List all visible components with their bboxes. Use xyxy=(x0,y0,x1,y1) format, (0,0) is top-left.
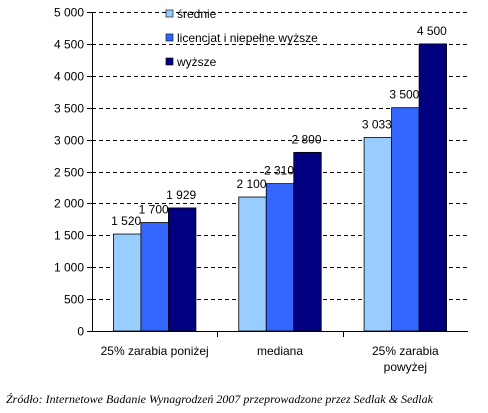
data-label: 2 310 xyxy=(264,164,294,178)
y-axis-ticks: 0 500 1 000 1 500 2 000 2 500 3 000 3 500 4 000 4… xyxy=(54,6,92,339)
legend-swatch-1 xyxy=(165,9,174,18)
data-label: 4 500 xyxy=(417,24,447,38)
y-tick-label: 3 000 xyxy=(54,134,84,148)
data-label: 2 100 xyxy=(236,177,266,191)
y-tick-label: 1 500 xyxy=(54,229,84,243)
data-label: 1 700 xyxy=(139,203,169,217)
legend-label-2: licencjat i niepełne wyższe xyxy=(177,31,318,45)
y-tick-label: 500 xyxy=(64,293,84,307)
legend: średnie licencjat i niepełne wyższe wyższe xyxy=(165,7,318,69)
bar-2-1 xyxy=(140,222,169,332)
bar-3-3 xyxy=(418,43,447,332)
data-label: 3 033 xyxy=(362,117,392,131)
y-tick-label: 1 000 xyxy=(54,261,84,275)
y-tick-label: 2 500 xyxy=(54,166,84,180)
y-tick-label: 5 000 xyxy=(54,6,84,20)
bar-1-1 xyxy=(113,233,142,332)
category-labels: 25% zarabia poniżej mediana 25% zarabia pow… xyxy=(101,344,439,374)
data-label: 3 500 xyxy=(389,88,419,102)
legend-label-1: średnie xyxy=(177,7,217,21)
source-note: Źródło: Internetowe Badanie Wynagrodzeń … xyxy=(6,392,433,406)
category-label: 25% zarabia poniżej xyxy=(101,344,209,358)
category-label: mediana xyxy=(257,344,303,358)
y-tick-label: 0 xyxy=(77,325,84,339)
bar-2-3 xyxy=(391,107,420,332)
category-label: powyżej xyxy=(384,360,427,374)
bar-2-2 xyxy=(265,183,295,332)
bar-1-2 xyxy=(238,196,267,332)
axes xyxy=(92,12,468,337)
legend-swatch-3 xyxy=(165,57,174,66)
bar-3-1 xyxy=(168,207,197,332)
bar-1-3 xyxy=(363,137,392,332)
data-label: 1 520 xyxy=(111,214,141,228)
y-tick-label: 2 000 xyxy=(54,197,84,211)
y-tick-label: 4 000 xyxy=(54,70,84,84)
data-label: 2 800 xyxy=(291,132,321,146)
legend-label-3: wyższe xyxy=(176,55,217,69)
bars xyxy=(113,43,447,332)
y-tick-label: 4 500 xyxy=(54,38,84,52)
bar-3-2 xyxy=(293,151,322,332)
y-tick-label: 3 500 xyxy=(54,102,84,116)
data-label: 1 929 xyxy=(166,188,196,202)
category-label: 25% zarabia xyxy=(372,344,439,358)
legend-swatch-2 xyxy=(165,33,174,42)
